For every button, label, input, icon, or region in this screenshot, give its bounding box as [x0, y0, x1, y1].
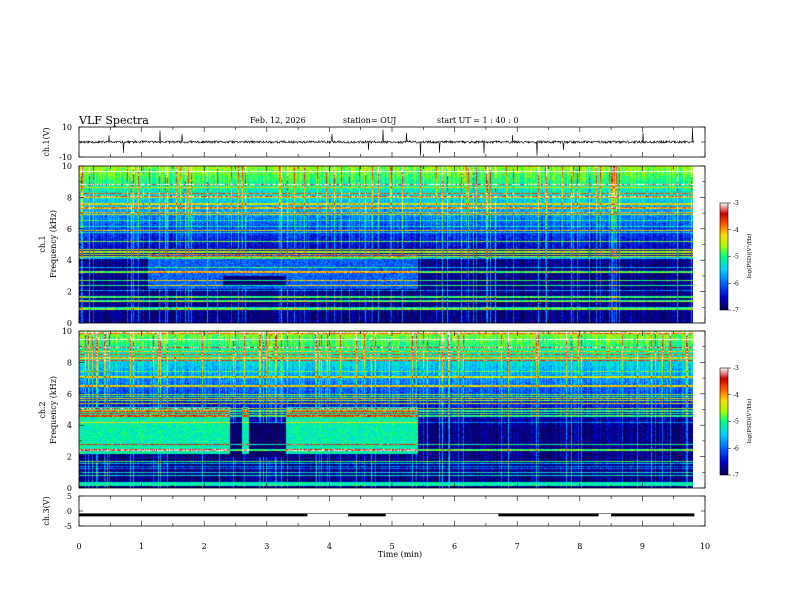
ch1-ytick-max: 10: [62, 123, 72, 132]
ch2-spectrogram-image-wrap: [79, 331, 693, 488]
y-tick-label: 6: [67, 390, 72, 399]
y-tick-label: 10: [62, 327, 72, 336]
colorbar-tick-label: -5: [733, 254, 739, 261]
x-tick-label: 0: [76, 542, 81, 551]
ch3-waveform-trace: [79, 513, 695, 517]
ch3-ytick-zero: 0: [67, 507, 72, 516]
x-tick-label: 8: [577, 542, 582, 551]
start-time-label: start UT = 1 : 40 : 0: [437, 116, 518, 125]
x-tick-label: 9: [640, 542, 645, 551]
x-tick-label: 7: [515, 542, 520, 551]
colorbar-tick-label: -6: [733, 280, 739, 287]
ch3-waveform-ticks: [78, 495, 706, 527]
ch1-spectrogram-panel: 0 2 4 6 8 10 ch.1 Frequency (kHz): [38, 162, 706, 328]
colorbar-tick-label: -5: [733, 419, 739, 426]
colorbar-tick-label: -4: [733, 392, 739, 399]
ch1-colorbar: -3 -4 -5 -6 -7 log(PSD)(V²/Hz): [719, 200, 753, 314]
y-tick-label: 2: [67, 453, 72, 462]
ch2-spectrogram-image: [79, 331, 693, 488]
colorbar-tick-label: -6: [733, 445, 739, 452]
ch3-ytick-min: -5: [64, 522, 72, 531]
ch2-colorbar: -3 -4 -5 -6 -7 log(PSD)(V²/Hz): [719, 365, 753, 479]
ch2-spectrogram-ylabel-freq: Frequency (kHz): [49, 376, 58, 444]
ch2-spectrogram-ylabel-ch: ch.2: [38, 401, 47, 418]
ch2-spectrogram-panel: 0 2 4 6 8 10 ch.2 Frequency (kHz): [38, 327, 706, 493]
ch1-colorbar-scale: [719, 202, 729, 311]
ch3-ytick-max: 5: [67, 492, 72, 501]
ch1-colorbar-label: log(PSD)(V²/Hz): [746, 234, 753, 279]
y-tick-label: 0: [67, 484, 72, 493]
time-axis-label: Time (min): [378, 550, 422, 559]
station-label: station= OUJ: [343, 116, 396, 125]
y-tick-label: 6: [67, 225, 72, 234]
y-tick-label: 4: [67, 421, 72, 430]
ch1-spectrogram-image: [79, 166, 693, 323]
x-tick-label: 3: [264, 542, 269, 551]
ch2-colorbar-ticks: -3 -4 -5 -6 -7: [728, 365, 739, 479]
x-tick-label: 10: [700, 542, 710, 551]
y-tick-label: 10: [62, 162, 72, 171]
y-tick-label: 8: [67, 358, 72, 367]
ch1-waveform-panel: 10 -10 ch.1(V): [42, 123, 706, 162]
ch3-waveform-panel: 5 0 -5 ch.3(V): [42, 492, 706, 531]
x-tick-label: 4: [327, 542, 332, 551]
ch3-waveform-ylabel: ch.3(V): [42, 496, 51, 525]
y-tick-label: 2: [67, 288, 72, 297]
ch2-colorbar-label: log(PSD)(V²/Hz): [746, 399, 753, 444]
colorbar-tick-label: -7: [733, 307, 739, 314]
colorbar-tick-label: -4: [733, 227, 739, 234]
colorbar-tick-label: -3: [733, 365, 739, 372]
ch1-ytick-min: -10: [59, 153, 72, 162]
ch1-spectrogram-ylabel-ch: ch.1: [38, 235, 47, 252]
x-tick-label: 5: [389, 542, 394, 551]
ch1-waveform-ticks: [78, 126, 706, 158]
x-tick-label: 1: [139, 542, 144, 551]
x-tick-label: 6: [452, 542, 457, 551]
ch1-colorbar-ticks: -3 -4 -5 -6 -7: [728, 200, 739, 314]
ch1-spectrogram-ylabel-freq: Frequency (kHz): [49, 210, 58, 278]
colorbar-tick-label: -3: [733, 200, 739, 207]
ch2-spectrogram-yticks: 0 2 4 6 8 10: [62, 327, 706, 493]
y-tick-label: 8: [67, 193, 72, 202]
ch1-waveform-ylabel: ch.1(V): [42, 127, 51, 156]
ch1-spectrogram-yticks: 0 2 4 6 8 10: [62, 162, 706, 328]
y-tick-label: 4: [67, 256, 72, 265]
figure-title: VLF Spectra: [78, 114, 149, 127]
colorbar-tick-label: -7: [733, 472, 739, 479]
date-label: Feb. 12, 2026: [250, 116, 306, 125]
ch1-waveform-trace: [78, 127, 695, 156]
x-tick-label: 2: [202, 542, 207, 551]
ch2-colorbar-scale: [719, 367, 729, 476]
time-axis-tick-labels: 0 1 2 3 4 5 6 7 8 9 10: [76, 542, 710, 551]
y-tick-label: 0: [67, 319, 72, 328]
ch1-spectrogram-image-wrap: [79, 166, 693, 323]
